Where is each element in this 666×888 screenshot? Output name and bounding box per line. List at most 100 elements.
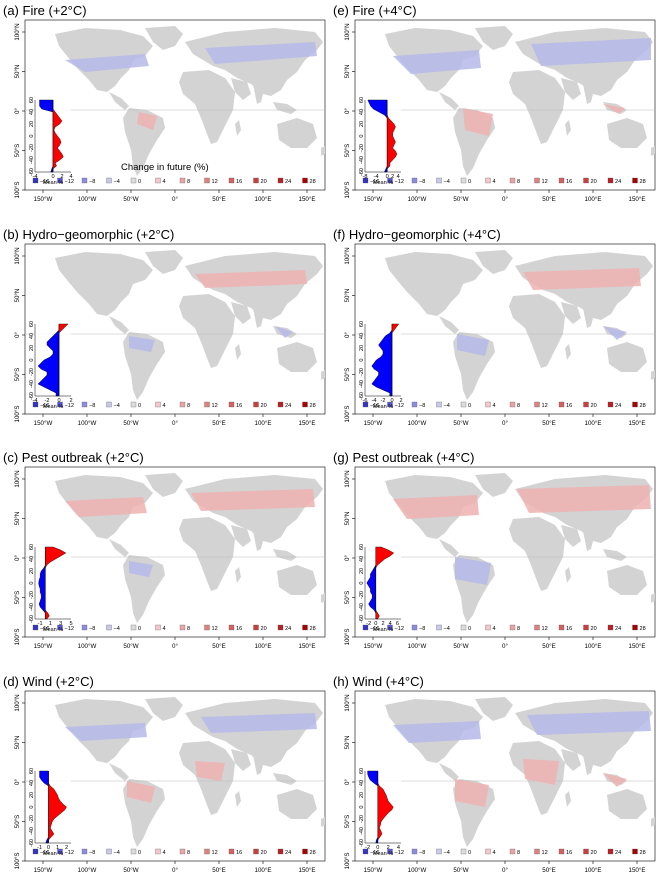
legend-label: 4 xyxy=(493,403,496,409)
legend-swatch xyxy=(57,401,63,408)
inset-lat-label: -40 xyxy=(29,156,35,164)
legend-swatch xyxy=(130,177,137,184)
decrease-region xyxy=(129,561,153,577)
legend-swatch xyxy=(57,848,63,855)
inset-positive-area xyxy=(377,771,394,843)
inset-lat-label: 60 xyxy=(359,544,365,550)
legend-swatch xyxy=(228,177,235,184)
legend-label: 20 xyxy=(591,179,597,185)
x-tick-label: 150°E xyxy=(629,420,646,427)
increase-region xyxy=(137,112,157,130)
y-tick-label: 100°N xyxy=(14,470,21,487)
inset-lat-label: -40 xyxy=(359,380,365,388)
legend-swatch xyxy=(106,848,112,855)
x-tick-label: 100°W xyxy=(78,196,97,203)
x-tick-label: 100°E xyxy=(255,196,272,203)
legend-swatch xyxy=(81,401,88,408)
legend-swatch xyxy=(130,401,137,408)
legend-swatch xyxy=(460,401,467,408)
legend-label: 8 xyxy=(517,179,520,185)
panel-title: (e) Fire (+4°C) xyxy=(333,3,417,18)
legend-swatch xyxy=(509,848,516,855)
legend-swatch xyxy=(155,177,161,184)
panel-title: (a) Fire (+2°C) xyxy=(3,3,87,18)
legend-swatch xyxy=(509,401,516,408)
legend-label: 24 xyxy=(285,626,291,632)
legend-label: −12 xyxy=(65,179,75,185)
panel-title: (c) Pest outbreak (+2°C) xyxy=(3,450,144,465)
y-tick-label: 100°S xyxy=(14,406,21,423)
legend-label: 16 xyxy=(566,850,572,856)
legend-swatch xyxy=(583,624,589,631)
legend-label: −4 xyxy=(444,179,450,185)
x-tick-label: 100°W xyxy=(408,867,427,874)
legend-swatch xyxy=(277,401,284,408)
inset-x-label: 2 xyxy=(65,845,68,851)
y-tick-label: 100°S xyxy=(344,406,351,423)
x-tick-label: 0° xyxy=(172,196,178,203)
x-tick-label: 50°E xyxy=(212,420,225,427)
inset-lat-label: -20 xyxy=(359,368,365,376)
legend-label: −12 xyxy=(395,179,405,185)
map xyxy=(355,26,655,176)
decrease-region xyxy=(275,326,293,338)
legend-label: 28 xyxy=(310,626,316,632)
x-tick-label: 100°E xyxy=(255,420,272,427)
legend-label: −8 xyxy=(419,403,425,409)
legend-label: 8 xyxy=(517,850,520,856)
legend-swatch xyxy=(534,848,540,855)
legend-label: 12 xyxy=(542,403,548,409)
legend-swatch xyxy=(632,401,638,408)
legend-swatch xyxy=(302,401,308,408)
x-tick-label: 150°E xyxy=(299,196,316,203)
y-tick-label: 100°N xyxy=(14,694,21,711)
legend-label: 20 xyxy=(591,626,597,632)
legend-label: 0 xyxy=(468,626,471,632)
legend-swatch xyxy=(509,624,516,631)
legend-swatch xyxy=(632,624,638,631)
inset-lat-label: 0 xyxy=(29,581,35,584)
legend-label: −4 xyxy=(114,626,120,632)
legend-swatch xyxy=(411,401,418,408)
x-tick-label: 100°E xyxy=(585,420,602,427)
legend-swatch xyxy=(155,401,161,408)
x-tick-label: 50°W xyxy=(453,196,468,203)
x-tick-label: 150°E xyxy=(629,643,646,650)
y-tick-label: 100°S xyxy=(344,182,351,199)
legend-label: 12 xyxy=(542,626,548,632)
legend-swatch xyxy=(81,848,88,855)
inset-xlabel: Mean % xyxy=(373,404,394,410)
inset-lat-label: 40 xyxy=(359,109,365,115)
legend-swatch xyxy=(362,848,369,855)
legend-label: 4 xyxy=(493,179,496,185)
panel: (f) Hydro−geomorphic (+4°C) 100°N 50°N 0° 50… xyxy=(333,227,656,427)
legend-label: 16 xyxy=(566,179,572,185)
legend-label: 16 xyxy=(566,626,572,632)
x-tick-label: 50°W xyxy=(123,643,138,650)
legend-swatch xyxy=(558,401,565,408)
x-tick-label: 50°E xyxy=(212,867,225,874)
x-tick-label: 0° xyxy=(172,420,178,427)
inset-lat-label: 0 xyxy=(359,134,365,137)
legend-label: 8 xyxy=(187,403,190,409)
legend-label: 4 xyxy=(163,403,166,409)
inset-x-label: -2 xyxy=(45,398,50,404)
increase-region xyxy=(463,108,493,136)
legend-swatch xyxy=(534,177,540,184)
legend-swatch xyxy=(81,624,88,631)
x-tick-label: 100°E xyxy=(585,867,602,874)
inset-lat-label: -60 xyxy=(29,392,35,400)
inset-lat-label: -40 xyxy=(359,827,365,835)
y-tick-label: 100°S xyxy=(14,853,21,870)
legend-label: 24 xyxy=(285,850,291,856)
legend-label: 12 xyxy=(542,179,548,185)
inset-lat-label: 20 xyxy=(359,568,365,574)
legend-swatch xyxy=(32,848,39,855)
legend-swatch xyxy=(130,624,137,631)
decrease-region xyxy=(457,334,489,356)
inset-positive-area xyxy=(386,100,398,172)
inset-lat-label: 0 xyxy=(29,358,35,361)
y-tick-label: 100°S xyxy=(344,853,351,870)
